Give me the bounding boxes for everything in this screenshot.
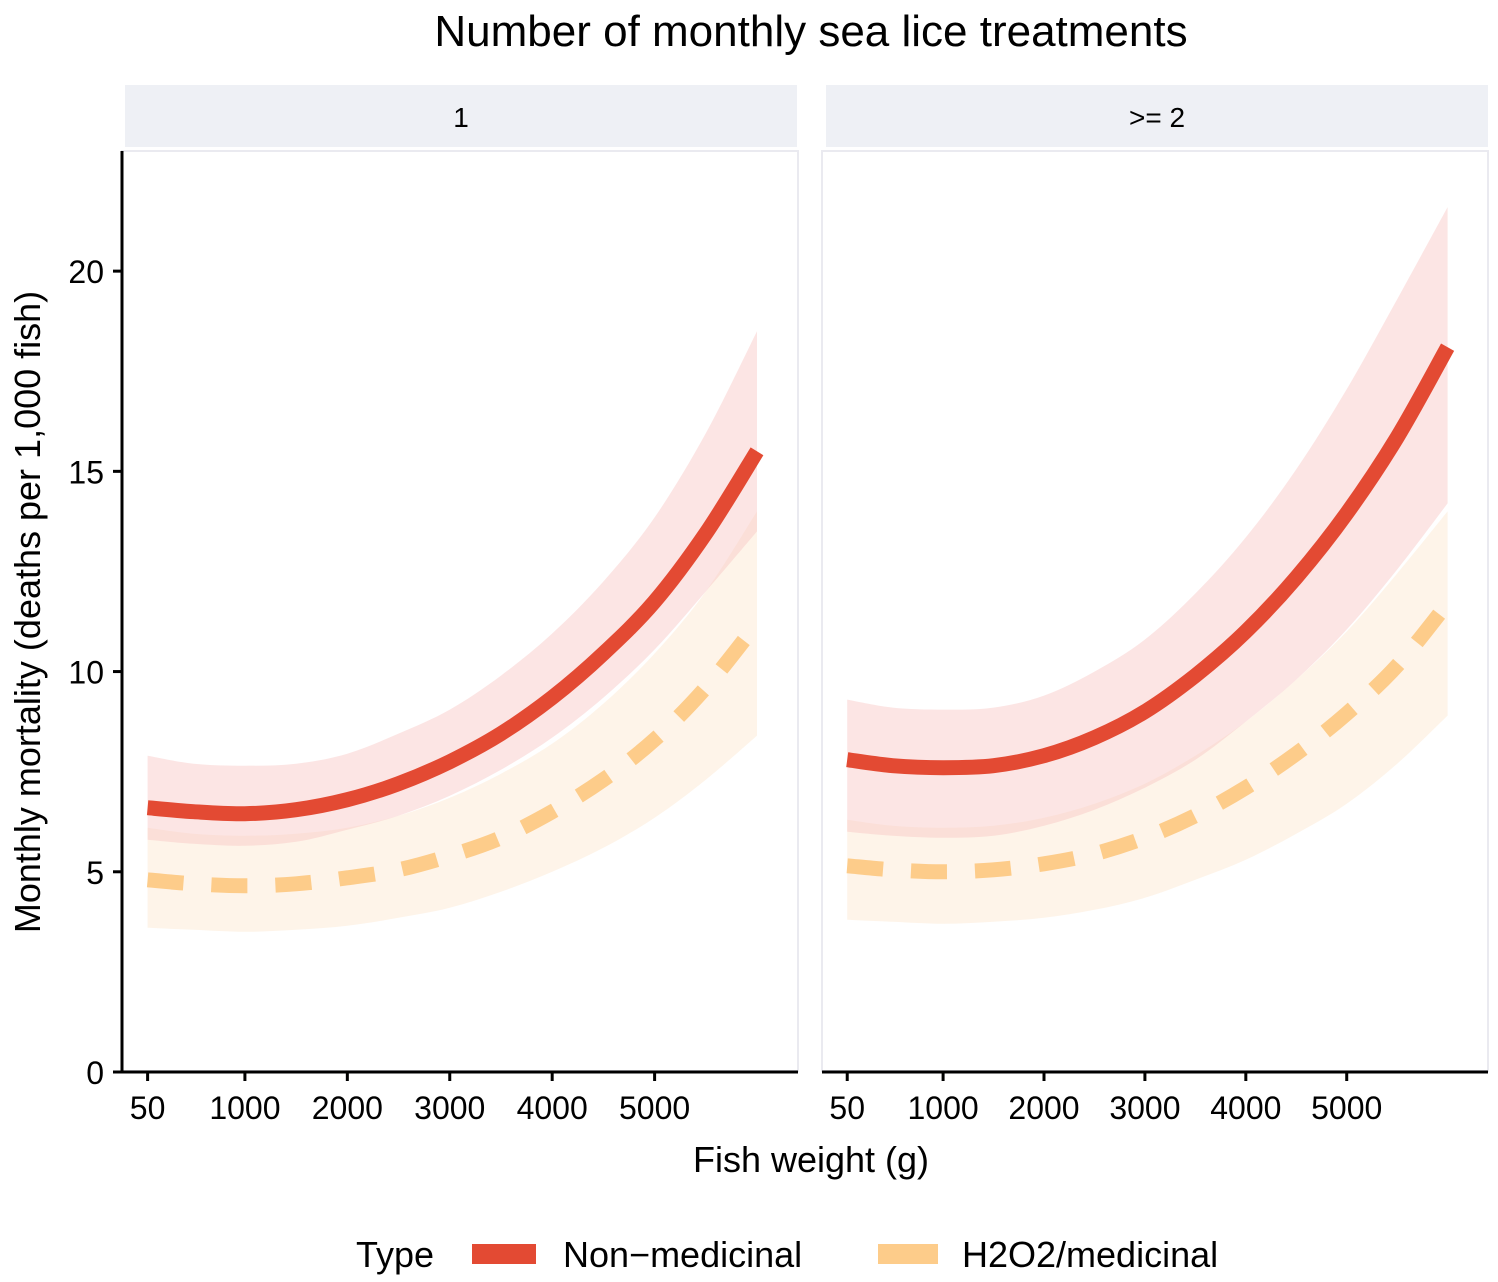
series-line-non-medicinal [846,343,1455,776]
x-tick-label-4000: 4000 [517,1090,588,1126]
x-tick-label-1000: 1000 [209,1090,280,1126]
y-tick-label-20: 20 [68,254,104,290]
y-tick-label-5: 5 [86,855,104,891]
x-tick-label-1000: 1000 [907,1090,978,1126]
facet-strip-left [125,85,797,147]
legend-title: Type [356,1234,434,1275]
facet-strip-right [826,85,1488,147]
x-tick-label-5000: 5000 [619,1090,690,1126]
panel-left-background [121,150,799,1072]
series-line-h2o2-medicinal [846,598,1454,880]
panel-right-background [821,150,1489,1072]
facet-label-left: 1 [453,102,469,133]
series-line-non-medicinal [146,447,764,822]
facet-label-right: >= 2 [1129,102,1185,133]
x-axis-ticks-right: 50 1000 2000 3000 4000 5000 [829,1072,1382,1126]
legend-swatch-non-medicinal [472,1244,536,1264]
y-tick-label-10: 10 [68,655,104,691]
ci-band-h2o2-medicinal [847,511,1448,924]
chart-title: Number of monthly sea lice treatments [434,7,1187,56]
ci-band-h2o2-medicinal [147,511,758,932]
panel-left [146,331,764,932]
x-tick-label-2000: 2000 [312,1090,383,1126]
x-tick-label-50: 50 [829,1090,865,1126]
panel-right [846,207,1455,924]
y-tick-label-15: 15 [68,454,104,490]
y-axis-ticks: 0 5 10 15 20 [68,254,122,1091]
legend-swatch-h2o2-medicinal [878,1244,938,1264]
x-axis-label: Fish weight (g) [693,1139,929,1180]
x-tick-label-4000: 4000 [1210,1090,1281,1126]
legend-label-non-medicinal: Non−medicinal [563,1234,802,1275]
y-axis-label: Monthly mortality (deaths per 1,000 fish… [7,291,48,933]
legend: Type Non−medicinal H2O2/medicinal [356,1234,1218,1275]
x-tick-label-3000: 3000 [414,1090,485,1126]
x-tick-label-3000: 3000 [1109,1090,1180,1126]
legend-label-h2o2-medicinal: H2O2/medicinal [962,1234,1218,1275]
x-tick-label-2000: 2000 [1008,1090,1079,1126]
x-axis-ticks-left: 50 1000 2000 3000 4000 5000 [130,1072,690,1126]
x-tick-label-50: 50 [130,1090,166,1126]
ci-band-non-medicinal [147,331,758,846]
series-line-h2o2-medicinal [146,618,763,894]
y-tick-label-0: 0 [86,1055,104,1091]
x-tick-label-5000: 5000 [1311,1090,1382,1126]
